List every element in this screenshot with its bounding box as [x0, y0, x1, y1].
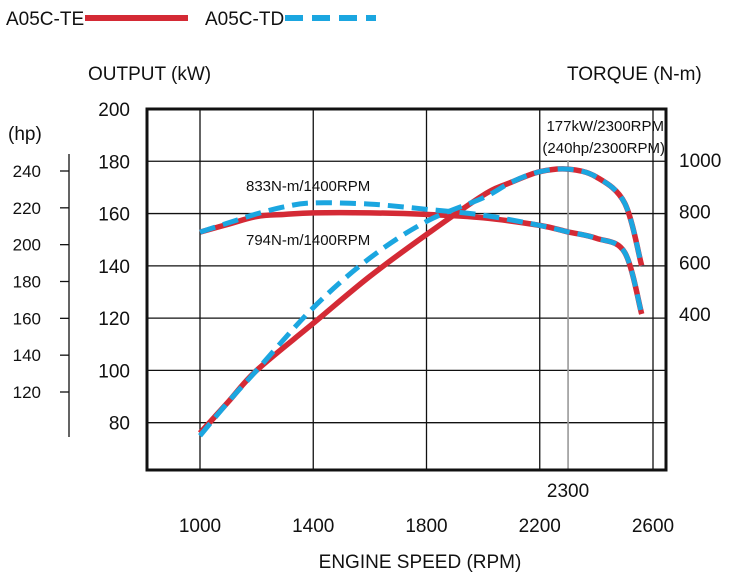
grid — [147, 109, 666, 470]
y-left-tick-label: 100 — [98, 361, 130, 382]
torque-td-annotation: 833N-m/1400RPM — [246, 178, 370, 195]
y-hp-axis-label: (hp) — [8, 124, 42, 145]
series-a05c-te-torque — [199, 209, 645, 315]
y-hp-axis: 240 220 200 180 160 140 120 — [13, 154, 70, 437]
x-tick-label: 1000 — [179, 516, 221, 537]
hp-tick-label: 200 — [13, 236, 41, 255]
y-left-tick-label: 200 — [98, 100, 130, 121]
y-left-ticks: 200 180 160 140 120 100 80 — [98, 100, 130, 435]
hp-tick-label: 140 — [13, 346, 41, 365]
hp-tick-label: 120 — [13, 383, 41, 402]
x-tick-label: 2600 — [632, 516, 674, 537]
hp-tick-label: 160 — [13, 309, 41, 328]
torque-te-annotation: 794N-m/1400RPM — [246, 232, 370, 249]
y-left-tick-label: 80 — [109, 414, 130, 435]
legend-label-td: A05C-TD — [205, 9, 284, 30]
y-left-tick-label: 120 — [98, 309, 130, 330]
hp-tick-label: 240 — [13, 162, 41, 181]
plot-frame — [145, 107, 668, 472]
y-left-axis-label: OUTPUT (kW) — [88, 64, 211, 85]
series-a05c-td-torque — [199, 200, 645, 315]
hp-tick-label: 180 — [13, 273, 41, 292]
y-right-tick-label: 600 — [679, 254, 711, 275]
x-tick-label: 1400 — [292, 516, 334, 537]
y-right-tick-label: 1000 — [679, 151, 721, 172]
y-left-tick-label: 140 — [98, 257, 130, 278]
y-left-tick-label: 180 — [98, 152, 130, 173]
x-extra-tick-label: 2300 — [547, 481, 589, 502]
hp-tick-label: 220 — [13, 199, 41, 218]
y-right-tick-label: 400 — [679, 305, 711, 326]
x-axis-label: ENGINE SPEED (RPM) — [319, 552, 522, 573]
y-right-tick-label: 800 — [679, 202, 711, 223]
x-tick-label: 2200 — [519, 516, 561, 537]
x-ticks: 1000 1400 1800 2200 2600 2300 — [179, 481, 674, 537]
plot-series — [197, 166, 645, 438]
series-a05c-td-output — [198, 166, 645, 438]
legend: A05C-TE A05C-TD — [6, 9, 376, 30]
y-right-axis-label: TORQUE (N-m) — [567, 64, 702, 85]
y-right-ticks: 1000 800 600 400 — [679, 151, 721, 326]
peak-power-hp-annotation: (240hp/2300RPM) — [542, 140, 665, 157]
legend-label-te: A05C-TE — [6, 9, 84, 30]
y-left-tick-label: 160 — [98, 205, 130, 226]
peak-power-annotation: 177kW/2300RPM — [546, 118, 664, 135]
x-tick-label: 1800 — [405, 516, 447, 537]
